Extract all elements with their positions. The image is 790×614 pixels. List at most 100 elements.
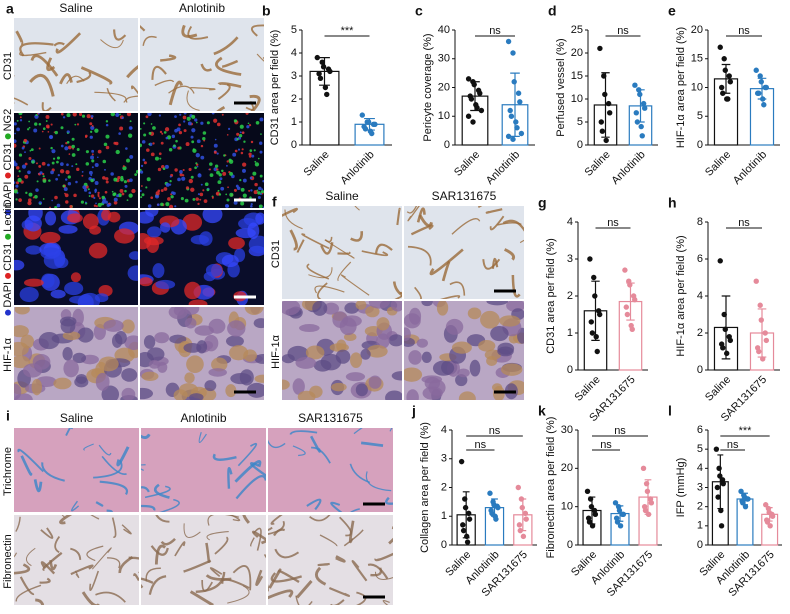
tissue-speck	[170, 195, 174, 199]
tissue-speck	[164, 127, 170, 132]
tissue-cell	[121, 319, 135, 334]
tissue-stroke	[485, 208, 503, 214]
tissue-speck	[228, 158, 232, 162]
row-label-text: CD31	[2, 142, 14, 170]
tissue-stroke	[268, 589, 294, 600]
data-point	[598, 119, 604, 125]
tissue-speck	[94, 191, 97, 194]
tissue-speck	[94, 189, 98, 192]
data-point	[522, 510, 529, 517]
row-label-text: NG2	[2, 109, 14, 132]
tissue-stroke	[141, 464, 146, 471]
tissue-stroke	[200, 63, 213, 72]
tissue-speck	[177, 177, 181, 182]
x-tick-label: Saline	[573, 374, 603, 404]
tissue-speck	[108, 202, 111, 205]
tissue-speck	[28, 192, 33, 197]
row-label: HIF-1α	[270, 334, 282, 369]
tissue-stroke	[154, 79, 175, 87]
tissue-stroke	[418, 214, 433, 227]
tissue-speck	[191, 140, 195, 144]
tissue-speck	[160, 202, 164, 207]
micrograph	[141, 428, 266, 512]
tissue-stroke	[416, 207, 426, 223]
tissue-speck	[95, 202, 97, 205]
tissue-speck	[47, 163, 50, 167]
tissue-speck	[90, 178, 94, 183]
tissue-cell	[500, 363, 523, 376]
tissue-cell	[127, 265, 138, 281]
tissue-speck	[236, 132, 240, 136]
comparison-label: ***	[739, 425, 753, 437]
tissue-stroke	[511, 274, 521, 298]
data-point	[510, 50, 516, 56]
tissue-stroke	[343, 529, 364, 547]
tissue-speck	[148, 143, 151, 146]
comparison-label: ns	[614, 425, 626, 437]
data-point	[623, 304, 629, 310]
tissue-cell	[282, 301, 301, 316]
tissue-stroke	[324, 236, 333, 243]
y-tick-label: 2	[441, 481, 447, 493]
data-point	[460, 522, 466, 528]
data-point	[517, 99, 523, 105]
y-tick-label: 3	[291, 70, 297, 82]
tissue-speck	[50, 170, 54, 175]
data-point	[511, 79, 517, 85]
data-point	[612, 500, 619, 506]
tissue-speck	[75, 163, 78, 166]
data-point	[767, 523, 773, 529]
tissue-speck	[90, 114, 94, 118]
tissue-speck	[169, 179, 172, 183]
data-point	[639, 133, 645, 139]
tissue-cell	[312, 301, 328, 316]
tissue-speck	[51, 199, 53, 202]
data-point	[607, 110, 613, 116]
tissue-speck	[41, 172, 45, 176]
tissue-speck	[216, 152, 219, 155]
tissue-speck	[39, 171, 43, 175]
tissue-speck	[41, 130, 44, 133]
tissue-speck	[105, 145, 110, 150]
y-tick-label: 4	[697, 462, 703, 474]
tissue-stroke	[374, 571, 393, 580]
tissue-stroke	[337, 251, 351, 255]
tissue-speck	[188, 167, 192, 172]
micrograph-content	[14, 18, 138, 111]
tissue-stroke	[106, 509, 113, 512]
data-point	[319, 59, 325, 65]
data-point	[592, 293, 598, 299]
tissue-speck	[195, 162, 198, 165]
tissue-stroke	[374, 243, 393, 254]
tissue-cell	[24, 215, 42, 232]
tissue-stroke	[263, 554, 266, 559]
tissue-speck	[120, 177, 124, 182]
tissue-speck	[140, 185, 143, 187]
tissue-speck	[140, 189, 142, 192]
tissue-speck	[242, 162, 247, 167]
tissue-speck	[257, 195, 261, 199]
y-tick-label: 0	[441, 539, 447, 551]
row-label-text: Trichrome	[2, 447, 14, 496]
tissue-stroke	[252, 530, 266, 542]
data-point	[761, 102, 767, 108]
tissue-speck	[140, 196, 143, 199]
micrograph	[268, 515, 393, 605]
tissue-speck	[38, 147, 41, 150]
tissue-speck	[129, 178, 133, 182]
tissue-cell	[299, 324, 320, 333]
tissue-stroke	[150, 545, 169, 556]
tissue-speck	[200, 155, 205, 160]
tissue-speck	[38, 164, 42, 168]
tissue-speck	[91, 124, 94, 127]
tissue-stroke	[130, 85, 138, 95]
tissue-speck	[21, 164, 27, 169]
tissue-stroke	[100, 39, 124, 49]
tissue-speck	[255, 120, 260, 125]
tissue-cell	[196, 340, 208, 354]
tissue-speck	[65, 200, 69, 204]
tissue-speck	[45, 114, 50, 119]
tissue-speck	[223, 154, 226, 157]
y-axis-label: Fibronectin area per field (%)	[545, 417, 557, 559]
tissue-speck	[14, 161, 15, 164]
